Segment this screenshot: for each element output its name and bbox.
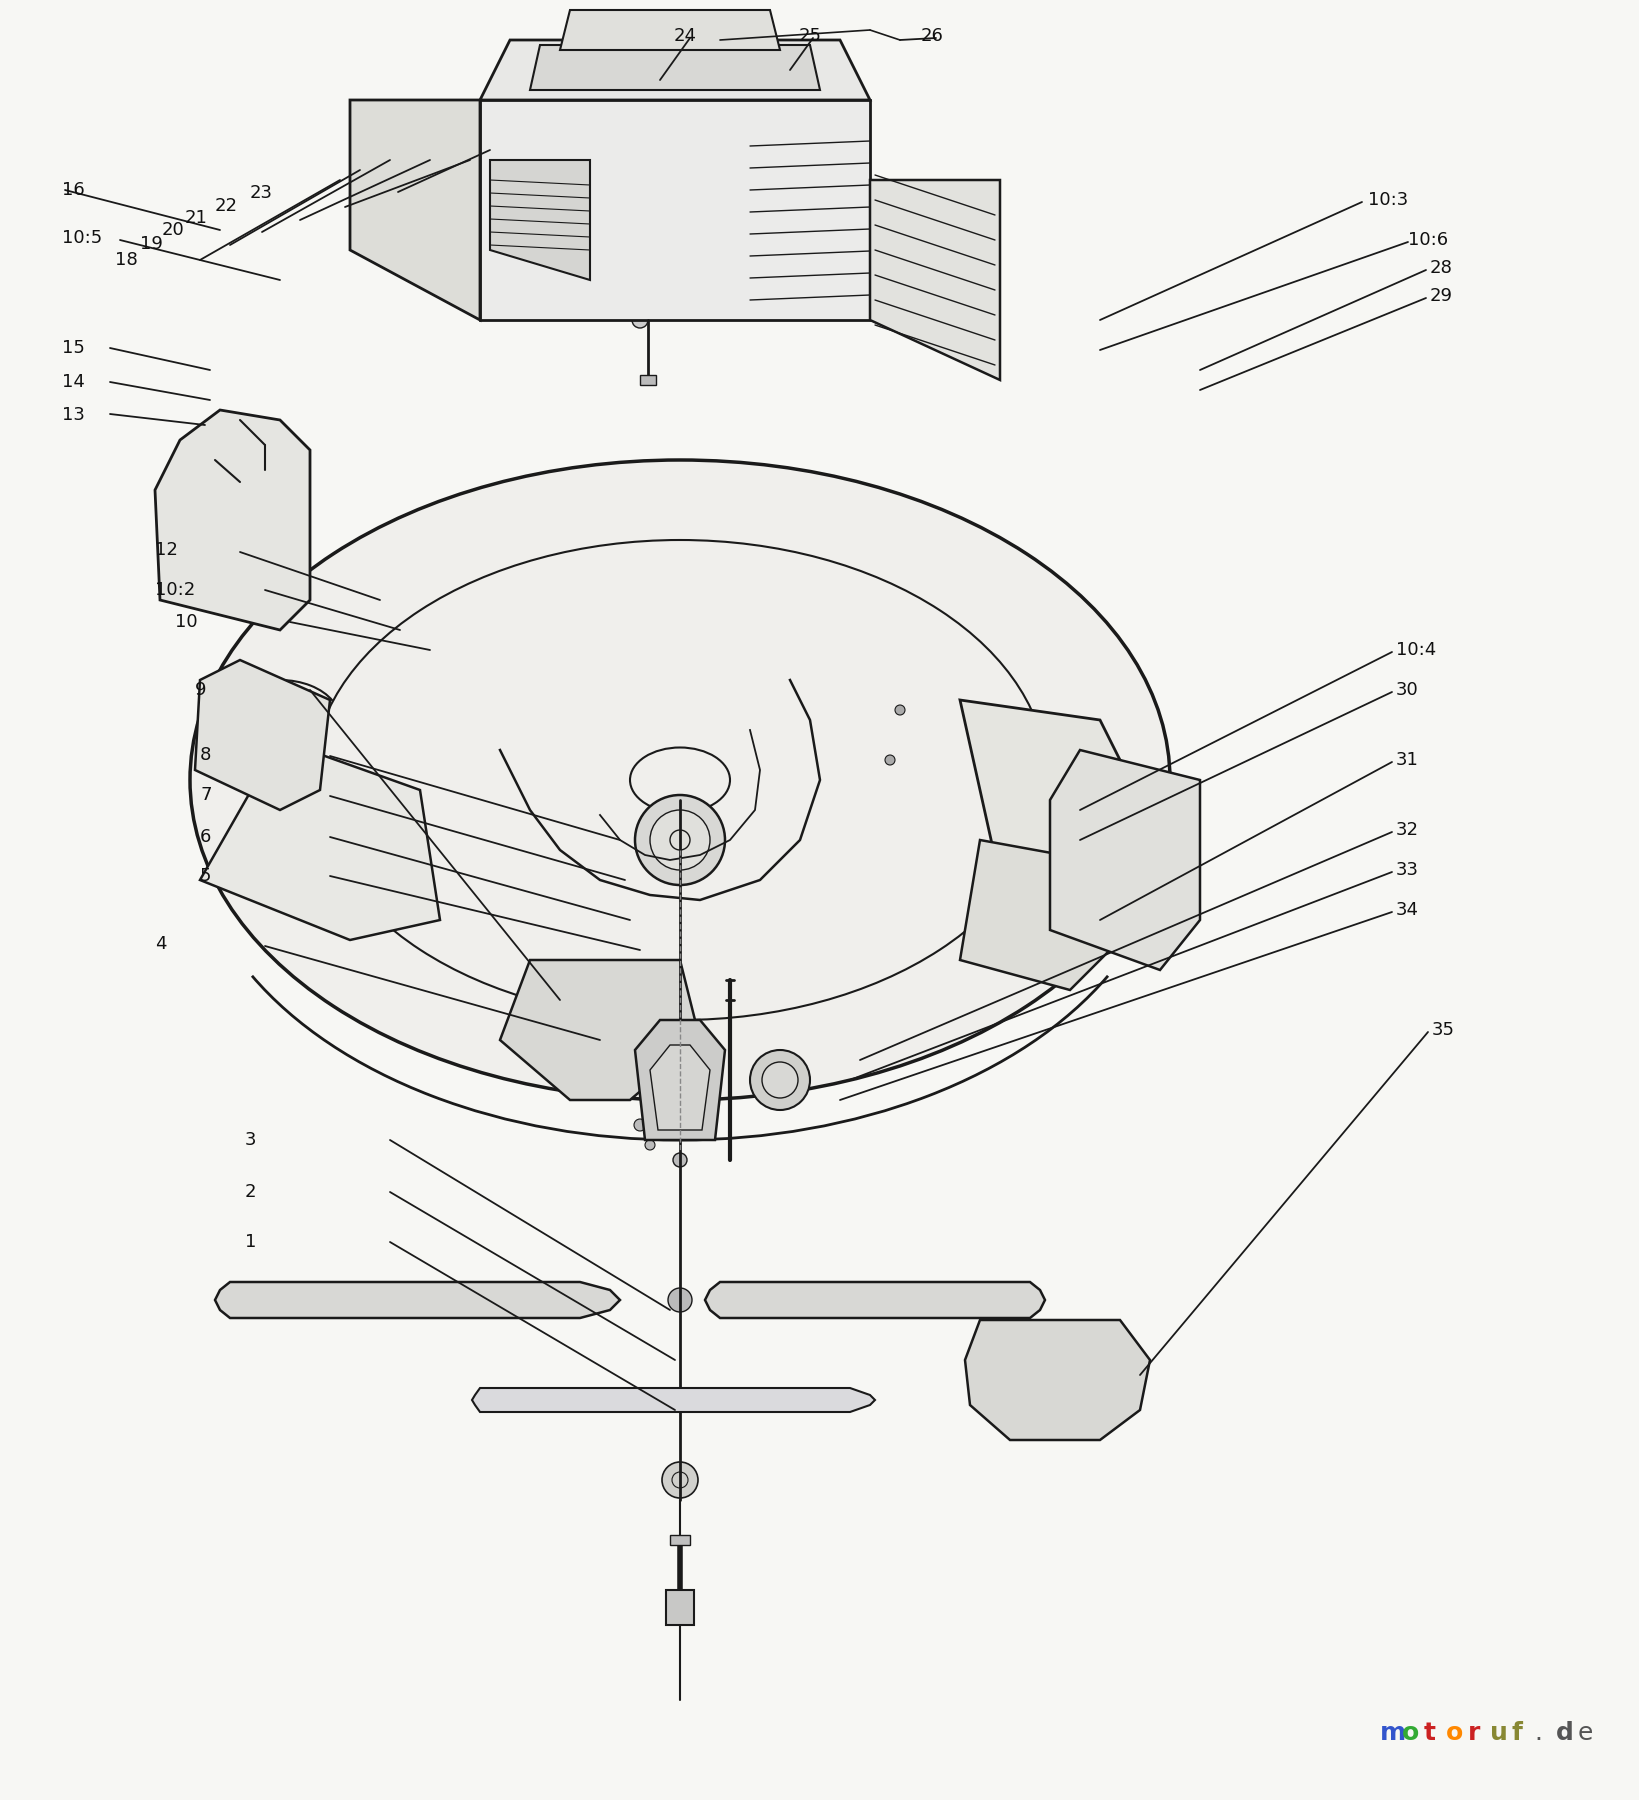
Text: 3: 3 bbox=[244, 1130, 256, 1148]
Text: 25: 25 bbox=[798, 27, 821, 45]
Text: u: u bbox=[1490, 1721, 1508, 1744]
Text: 9: 9 bbox=[195, 680, 207, 698]
Circle shape bbox=[633, 311, 647, 328]
Circle shape bbox=[762, 1062, 798, 1098]
Text: 15: 15 bbox=[62, 338, 85, 356]
Circle shape bbox=[262, 727, 287, 752]
Text: 14: 14 bbox=[62, 373, 85, 391]
Text: 22: 22 bbox=[215, 196, 238, 214]
Polygon shape bbox=[639, 374, 656, 385]
Polygon shape bbox=[561, 11, 780, 50]
Text: m: m bbox=[1380, 1721, 1406, 1744]
Text: 10: 10 bbox=[175, 614, 198, 632]
Text: 10:3: 10:3 bbox=[1369, 191, 1408, 209]
Text: o: o bbox=[1446, 1721, 1464, 1744]
Text: 32: 32 bbox=[1396, 821, 1419, 839]
Circle shape bbox=[244, 700, 266, 720]
Polygon shape bbox=[870, 180, 1000, 380]
Text: 6: 6 bbox=[200, 828, 211, 846]
Text: 1: 1 bbox=[244, 1233, 256, 1251]
Polygon shape bbox=[651, 1046, 710, 1130]
Text: 8: 8 bbox=[200, 745, 211, 763]
Text: 10:5: 10:5 bbox=[62, 229, 102, 247]
Text: 35: 35 bbox=[1432, 1021, 1455, 1039]
Text: 20: 20 bbox=[162, 221, 185, 239]
Circle shape bbox=[310, 796, 320, 805]
Text: 16: 16 bbox=[62, 182, 85, 200]
Text: 21: 21 bbox=[185, 209, 208, 227]
Polygon shape bbox=[351, 101, 480, 320]
Text: 29: 29 bbox=[1429, 286, 1454, 304]
Polygon shape bbox=[960, 700, 1160, 920]
Polygon shape bbox=[529, 45, 820, 90]
Polygon shape bbox=[670, 1535, 690, 1544]
Text: 30: 30 bbox=[1396, 680, 1419, 698]
Text: 10:2: 10:2 bbox=[156, 581, 195, 599]
Text: 18: 18 bbox=[115, 250, 138, 268]
Polygon shape bbox=[215, 1282, 620, 1318]
Circle shape bbox=[590, 1001, 629, 1040]
Circle shape bbox=[315, 776, 325, 785]
Text: 10:6: 10:6 bbox=[1408, 230, 1449, 248]
Text: 12: 12 bbox=[156, 542, 179, 560]
Text: d: d bbox=[1555, 1721, 1573, 1744]
Text: e: e bbox=[1578, 1721, 1593, 1744]
Polygon shape bbox=[500, 959, 700, 1100]
Polygon shape bbox=[965, 1319, 1151, 1440]
Polygon shape bbox=[156, 410, 310, 630]
Polygon shape bbox=[490, 160, 590, 281]
Circle shape bbox=[669, 1289, 692, 1312]
Polygon shape bbox=[200, 740, 439, 940]
Text: o: o bbox=[1401, 1721, 1419, 1744]
Text: r: r bbox=[1469, 1721, 1480, 1744]
Circle shape bbox=[651, 810, 710, 869]
Text: 13: 13 bbox=[62, 407, 85, 425]
Text: t: t bbox=[1424, 1721, 1436, 1744]
Circle shape bbox=[674, 1154, 687, 1166]
Circle shape bbox=[646, 1139, 656, 1150]
Text: 26: 26 bbox=[921, 27, 944, 45]
Circle shape bbox=[634, 1120, 646, 1130]
Circle shape bbox=[1080, 900, 1090, 911]
Circle shape bbox=[575, 985, 646, 1055]
Text: 4: 4 bbox=[156, 934, 167, 952]
Text: 23: 23 bbox=[251, 184, 274, 202]
Text: 10:4: 10:4 bbox=[1396, 641, 1436, 659]
Polygon shape bbox=[195, 661, 329, 810]
Circle shape bbox=[634, 796, 724, 886]
Text: 5: 5 bbox=[200, 868, 211, 886]
Circle shape bbox=[885, 754, 895, 765]
Text: 7: 7 bbox=[200, 787, 211, 805]
Text: 33: 33 bbox=[1396, 860, 1419, 878]
Polygon shape bbox=[634, 1021, 724, 1139]
Text: 34: 34 bbox=[1396, 902, 1419, 920]
Ellipse shape bbox=[190, 461, 1170, 1100]
Circle shape bbox=[895, 706, 905, 715]
Polygon shape bbox=[472, 1388, 875, 1411]
Text: 28: 28 bbox=[1429, 259, 1452, 277]
Polygon shape bbox=[960, 841, 1110, 990]
Text: 2: 2 bbox=[244, 1183, 256, 1201]
Text: 24: 24 bbox=[674, 27, 697, 45]
Text: 31: 31 bbox=[1396, 751, 1419, 769]
Polygon shape bbox=[480, 101, 870, 320]
Polygon shape bbox=[1051, 751, 1200, 970]
Circle shape bbox=[670, 1390, 690, 1409]
Text: f: f bbox=[1513, 1721, 1523, 1744]
Circle shape bbox=[751, 1049, 810, 1111]
Circle shape bbox=[618, 257, 642, 283]
Polygon shape bbox=[705, 1282, 1046, 1318]
Polygon shape bbox=[480, 40, 870, 101]
Text: .: . bbox=[1534, 1721, 1542, 1744]
Polygon shape bbox=[665, 1589, 693, 1625]
Circle shape bbox=[662, 1462, 698, 1498]
Circle shape bbox=[1064, 914, 1075, 925]
Text: 19: 19 bbox=[139, 236, 162, 254]
